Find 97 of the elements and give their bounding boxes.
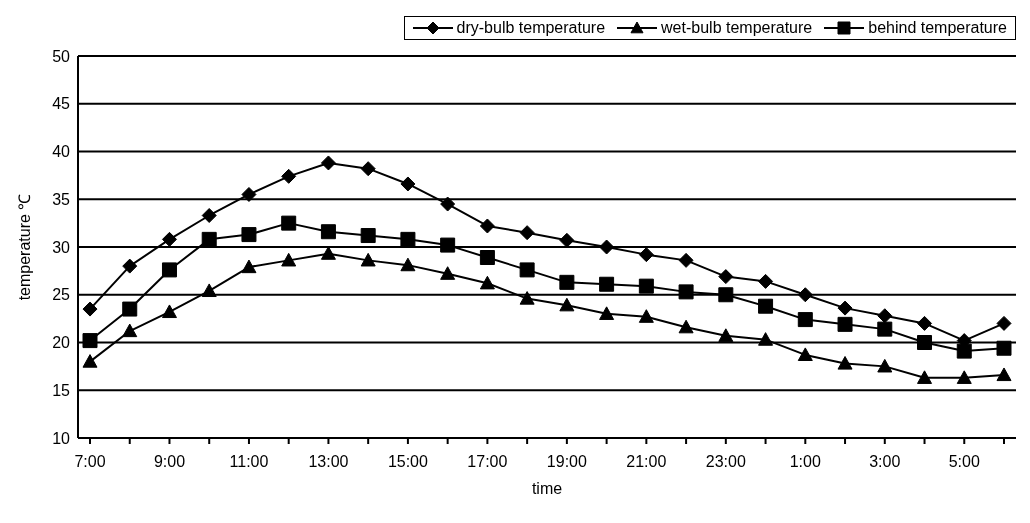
y-tick-label: 35 [52, 190, 71, 208]
point [241, 259, 257, 274]
point [917, 315, 933, 331]
y-tick-label: 20 [52, 334, 71, 352]
y-tick-label: 30 [52, 238, 71, 256]
point [201, 207, 217, 223]
x-axis-title: time [531, 480, 563, 497]
point [201, 283, 217, 298]
point [758, 298, 774, 314]
x-tick-label: 13:00 [308, 453, 349, 471]
point [320, 224, 336, 240]
y-tick-label: 50 [52, 47, 71, 65]
point [678, 319, 694, 334]
point [440, 266, 456, 280]
point [638, 247, 654, 263]
point [320, 246, 336, 260]
point [400, 176, 416, 192]
x-tick-label: 3:00 [869, 453, 901, 471]
point [400, 231, 416, 247]
point [161, 304, 177, 319]
point [917, 335, 933, 350]
y-tick-label: 15 [52, 381, 71, 399]
point [82, 301, 98, 317]
legend-label: dry-bulb temperature [456, 19, 606, 37]
point [360, 252, 376, 267]
point [122, 301, 138, 317]
x-tick-label: 11:00 [229, 453, 269, 471]
y-tick-label: 40 [52, 143, 71, 161]
point [718, 269, 734, 285]
point [122, 258, 138, 274]
point [82, 333, 98, 349]
point [678, 252, 694, 268]
x-tick-label: 19:00 [546, 453, 587, 471]
point [599, 276, 615, 292]
point [161, 231, 177, 247]
point [241, 186, 257, 202]
point [281, 215, 297, 231]
y-tick-label: 45 [52, 95, 71, 113]
point [241, 227, 257, 243]
point [837, 356, 853, 370]
point [519, 225, 535, 241]
x-tick-label: 17:00 [467, 453, 508, 471]
point [440, 237, 456, 253]
point [519, 291, 535, 305]
point [479, 275, 495, 290]
point [758, 332, 774, 346]
point [479, 250, 495, 266]
point [758, 273, 774, 289]
point [956, 343, 972, 359]
legend-label: wet-bulb temperature [661, 19, 813, 37]
point [956, 370, 972, 384]
x-tick-label: 9:00 [153, 453, 186, 471]
point [837, 300, 853, 316]
point [161, 262, 177, 278]
point [559, 232, 575, 248]
x-tick-label: 1:00 [789, 453, 821, 471]
point [797, 287, 813, 303]
point [320, 155, 336, 171]
point [519, 262, 535, 278]
y-tick-label: 10 [52, 429, 71, 447]
point [718, 328, 734, 342]
point [877, 321, 893, 337]
x-tick-label: 21:00 [626, 453, 667, 471]
point [996, 367, 1012, 382]
point [281, 168, 297, 184]
point [837, 316, 853, 332]
point [440, 196, 456, 212]
point [718, 287, 734, 303]
point [281, 252, 297, 267]
point [559, 297, 575, 312]
point [400, 257, 416, 272]
point [678, 284, 694, 300]
point [877, 358, 893, 373]
point [599, 239, 615, 255]
x-tick-label: 5:00 [948, 453, 980, 471]
point [797, 312, 813, 328]
y-tick-label: 25 [52, 286, 71, 304]
point [797, 347, 813, 362]
y-axis-title: temperature ℃ [15, 193, 33, 301]
point [877, 308, 893, 324]
point [638, 278, 654, 294]
point [599, 306, 615, 320]
point [638, 309, 654, 323]
point [559, 274, 575, 290]
x-tick-label: 15:00 [387, 453, 429, 471]
point [201, 231, 217, 247]
point [360, 161, 376, 177]
x-tick-label: 23:00 [705, 453, 746, 471]
point [996, 340, 1012, 356]
point [82, 354, 98, 368]
point [122, 323, 138, 338]
x-tick-label: 7:00 [74, 453, 106, 471]
point [360, 228, 376, 244]
point [479, 218, 495, 234]
legend-label: behind temperature [868, 19, 1007, 37]
point [996, 315, 1012, 331]
point [917, 370, 933, 384]
